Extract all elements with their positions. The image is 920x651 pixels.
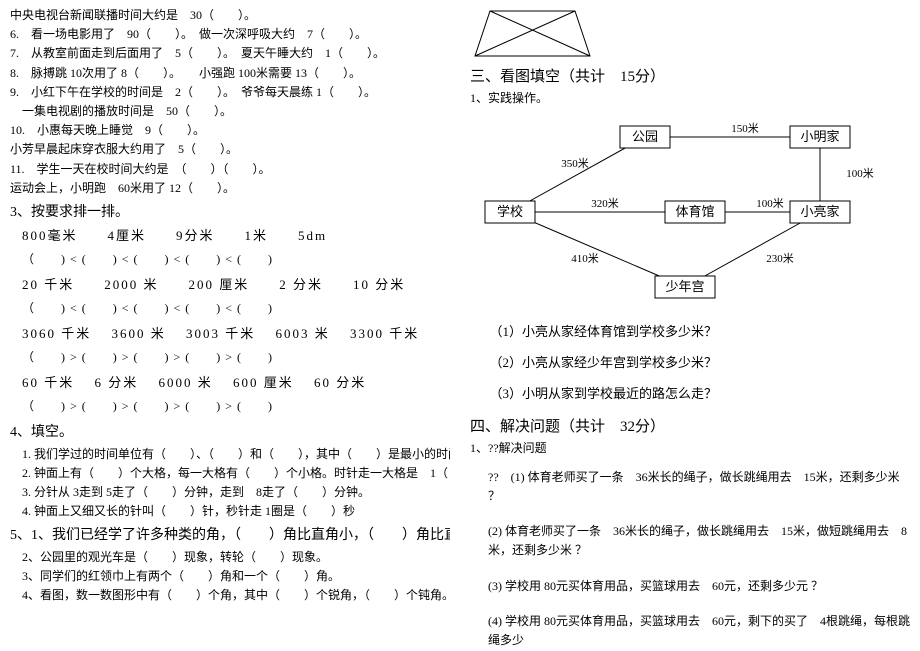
s3-r2a: 20 千米 2000 米 200 厘米 2 分米 10 分米 xyxy=(22,275,450,296)
map-diagram: 150米 350米 320米 100米 100米 410米 230米 公园 小明家学校 体育馆 小亮… xyxy=(470,112,910,312)
s3-r4b: （ ) > ( ) > ( ) > ( ) > ( ) xyxy=(22,397,450,416)
trapezoid-figure xyxy=(470,6,910,61)
s5-body: 2、公园里的观光车是（ ）现象，转轮（ ）现象。 3、同学们的红领巾上有两个（ … xyxy=(10,548,450,606)
s4-l4: 4. 钟面上又细又长的针叫（ ）针，秒针走 1圈是（ ）秒 xyxy=(10,502,450,521)
s1-l1: 中央电视台新闻联播时间大约是 30（ ）。 xyxy=(10,6,450,25)
s1-l4: 8. 脉搏跳 10次用了 8（ ）。 小强跑 100米需要 13（ ）。 xyxy=(10,64,450,83)
s1-l6: 一集电视剧的播放时间是 50（ ）。 xyxy=(10,102,450,121)
s3-body: 800毫米 4厘米 9分米 1米 5dm （ ) < ( ) < ( ) < (… xyxy=(22,226,450,416)
svg-text:小亮家: 小亮家 xyxy=(800,204,839,219)
svg-text:公园: 公园 xyxy=(632,129,658,144)
r-s4-title: 四、解决问题（共计 32分） xyxy=(470,415,910,439)
r-s4-q3: (3) 学校用 80元买体育用品，买篮球用去 60元，还剩多少元 ？ xyxy=(488,577,910,596)
s3-r1a: 800毫米 4厘米 9分米 1米 5dm xyxy=(22,226,450,247)
r-s4-q1: ?? (1) 体育老师买了一条 36米长的绳子，做长跳绳用去 15米，还剩多少米… xyxy=(488,468,910,506)
r-s3-q1: （1）小亮从家经体育馆到学校多少米？ xyxy=(490,322,911,343)
right-column: 三、看图填空（共计 15分） 1、实践操作。 150米350米320米100米1… xyxy=(460,0,920,651)
s1-l2: 6. 看一场电影用了 90（ ）。 做一次深呼吸大约 7（ ）。 xyxy=(10,25,450,44)
svg-text:100米: 100米 xyxy=(846,167,874,180)
s1-l5: 9. 小红下午在学校的时间是 2（ ）。 爷爷每天晨练 1（ ）。 xyxy=(10,83,450,102)
svg-text:小明家: 小明家 xyxy=(800,129,839,144)
s4-l2: 2. 钟面上有（ ）个大格，每一大格有（ ）个小格。时针走一大格是 1（ ），分… xyxy=(10,464,450,483)
r-s4-q2: (2) 体育老师买了一条 36米长的绳子，做长跳绳用去 15米，做短跳绳用去 8… xyxy=(488,522,910,560)
map-svg: 150米 350米 320米 100米 100米 410米 230米 公园 小明家学校 体育馆 小亮… xyxy=(470,112,890,312)
s3-r2b: （ ) < ( ) < ( ) < ( ) < ( ) xyxy=(22,299,450,318)
s3-r3a: 3060 千米 3600 米 3003 千米 6003 米 3300 千米 xyxy=(22,324,450,345)
s5-l3: 4、看图，数一数图形中有（ ）个角，其中（ ）个锐角，（ ）个钝角。 xyxy=(10,586,450,605)
s4-l3: 3. 分针从 3走到 5走了（ ）分钟，走到 8走了（ ）分钟。 xyxy=(10,483,450,502)
s1-l9: 11. 学生一天在校时间大约是 （ ）（ ）。 xyxy=(10,160,450,179)
s1-l7: 10. 小惠每天晚上睡觉 9（ ）。 xyxy=(10,121,450,140)
s5-title: 5、1、我们已经学了许多种类的角，（ ）角比直角小，（ ）角比直角大。 xyxy=(10,525,450,547)
s1-l10: 运动会上，小明跑 60米用了 12（ ）。 xyxy=(10,179,450,198)
s4-l1: 1. 我们学过的时间单位有（ ）、（ ）和（ ），其中（ ）是最小的时间单位。秒… xyxy=(10,445,450,464)
s1-l3: 7. 从教室前面走到后面用了 5（ ）。 夏天午睡大约 1（ ）。 xyxy=(10,44,450,63)
s3-r4a: 60 千米 6 分米 6000 米 600 厘米 60 分米 xyxy=(22,373,450,394)
svg-text:410米: 410米 xyxy=(571,252,599,265)
r-s3-title: 三、看图填空（共计 15分） xyxy=(470,65,910,89)
s5-l2: 3、同学们的红领巾上有两个（ ）角和一个（ ）角。 xyxy=(10,567,450,586)
section1-lines: 中央电视台新闻联播时间大约是 30（ ）。 6. 看一场电影用了 90（ ）。 … xyxy=(10,6,450,198)
svg-text:150米: 150米 xyxy=(731,122,759,135)
r-s3-q2: （2）小亮从家经少年宫到学校多少米？ xyxy=(490,353,911,374)
svg-text:350米: 350米 xyxy=(561,157,589,170)
svg-text:320米: 320米 xyxy=(591,197,619,210)
r-s3-sub: 1、实践操作。 xyxy=(470,89,910,108)
s3-r3b: （ ) > ( ) > ( ) > ( ) > ( ) xyxy=(22,348,450,367)
svg-text:少年宫: 少年宫 xyxy=(665,279,704,294)
svg-text:学校: 学校 xyxy=(497,204,523,219)
s4-title: 4、填空。 xyxy=(10,422,450,444)
s3-r1b: （ ) < ( ) < ( ) < ( ) < ( ) xyxy=(22,250,450,269)
svg-text:体育馆: 体育馆 xyxy=(675,204,714,219)
r-s4-sub: 1、??解决问题 xyxy=(470,439,910,458)
left-column: 中央电视台新闻联播时间大约是 30（ ）。 6. 看一场电影用了 90（ ）。 … xyxy=(0,0,460,651)
s5-l1: 2、公园里的观光车是（ ）现象，转轮（ ）现象。 xyxy=(10,548,450,567)
r-s3-q3: （3）小明从家到学校最近的路怎么走？ xyxy=(490,384,911,405)
s1-l8: 小芳早晨起床穿衣服大约用了 5（ ）。 xyxy=(10,140,450,159)
s3-title: 3、按要求排一排。 xyxy=(10,202,450,224)
s4-body: 1. 我们学过的时间单位有（ ）、（ ）和（ ），其中（ ）是最小的时间单位。秒… xyxy=(10,445,450,522)
svg-text:230米: 230米 xyxy=(766,252,794,265)
svg-text:100米: 100米 xyxy=(756,197,784,210)
trapezoid-svg xyxy=(470,6,600,61)
r-s4-q4: (4) 学校用 80元买体育用品，买篮球用去 60元，剩下的买了 4根跳绳，每根… xyxy=(488,612,910,650)
